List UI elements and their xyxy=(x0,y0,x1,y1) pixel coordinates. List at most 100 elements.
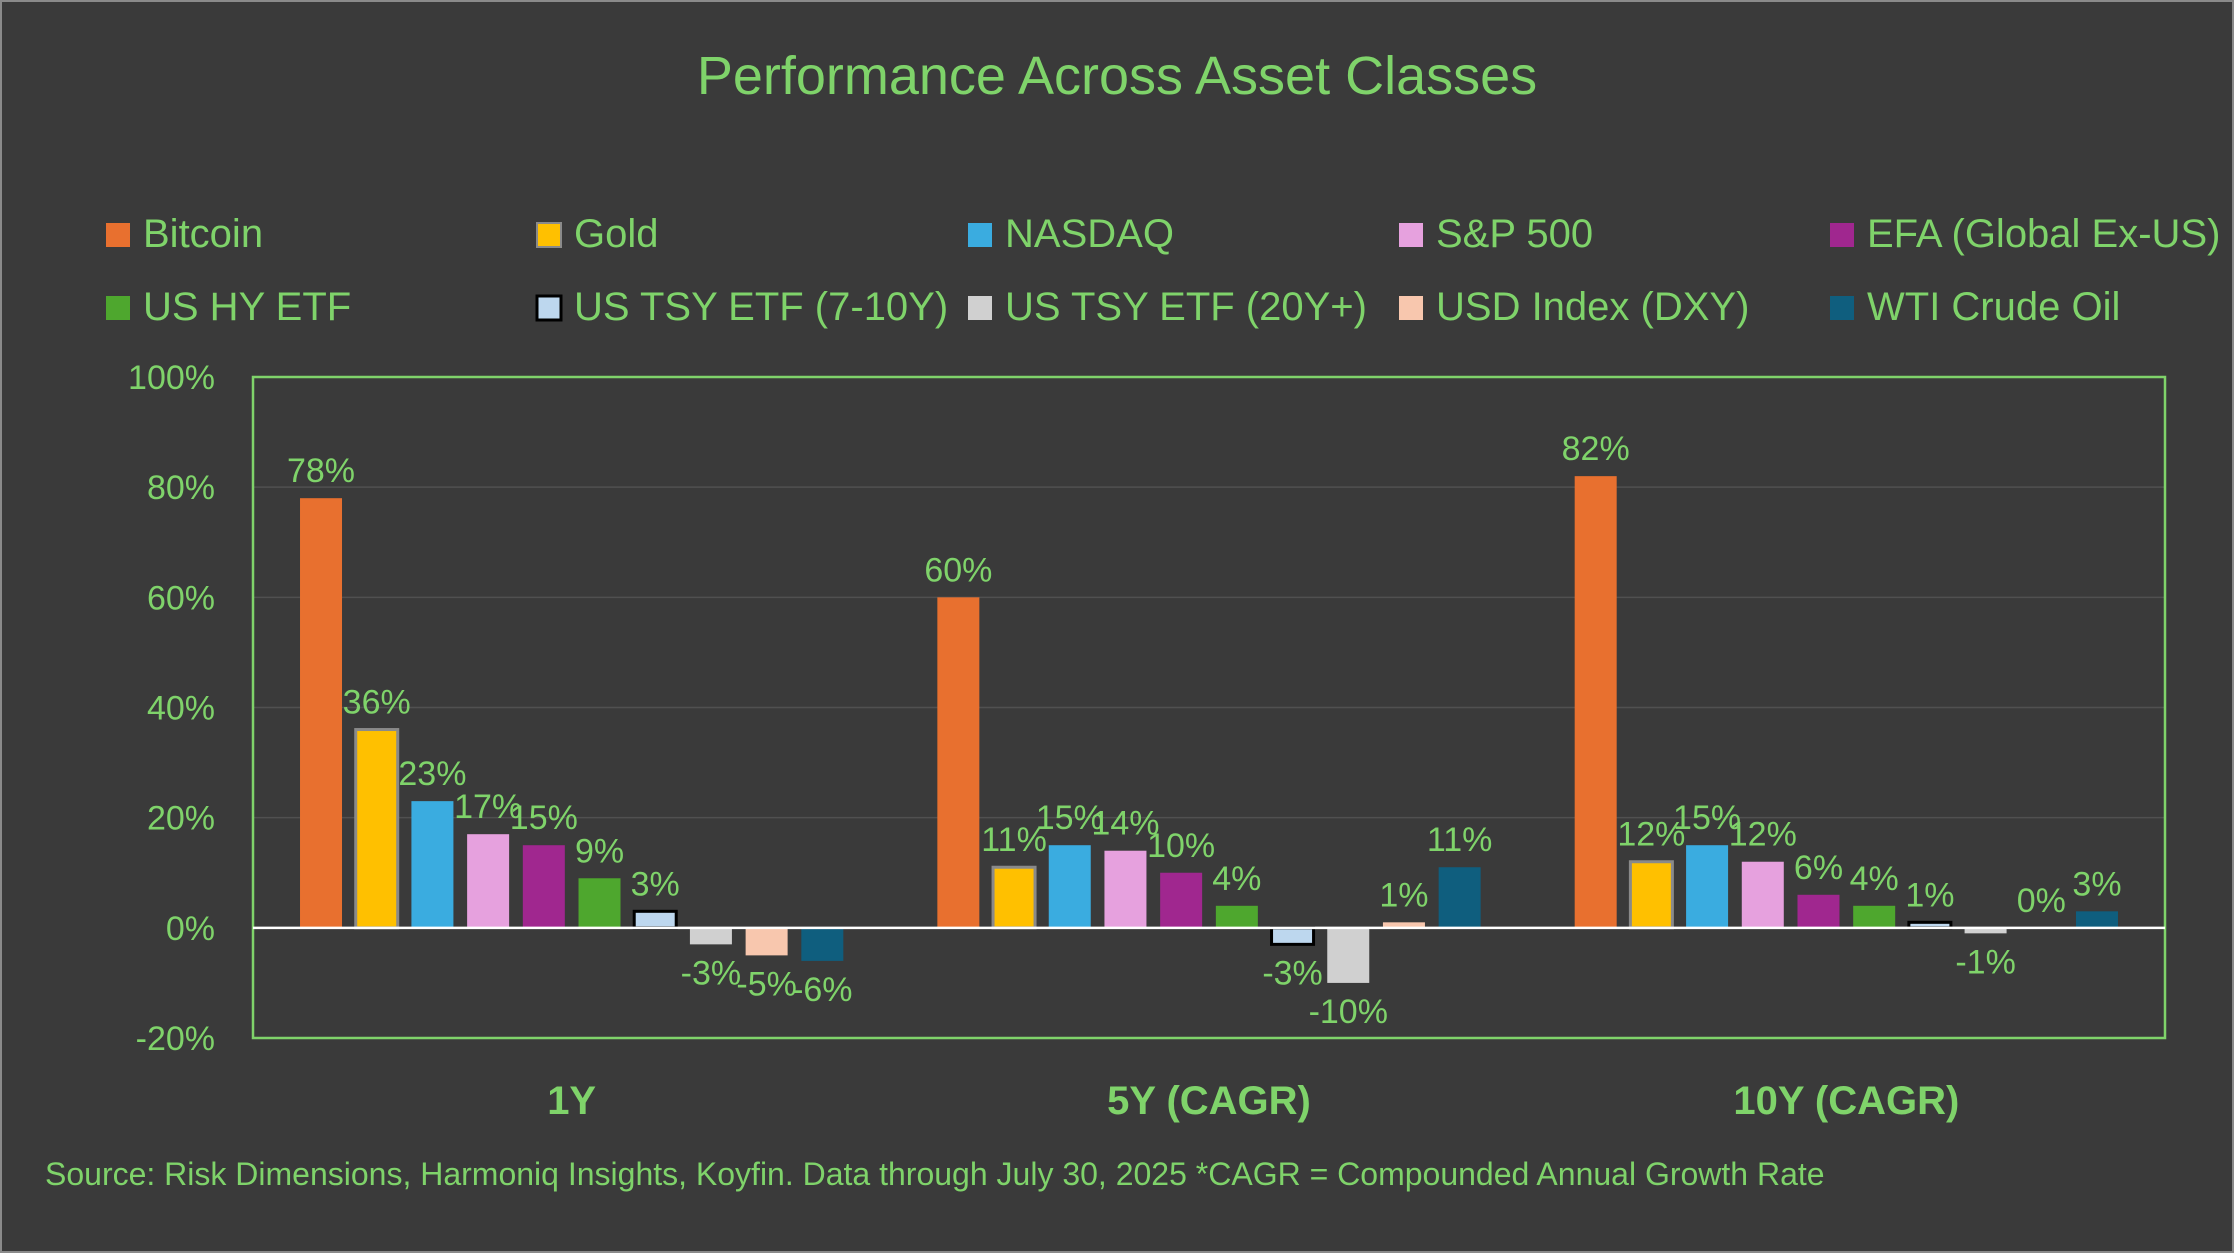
series-4: 15% 10% 6% xyxy=(510,799,1843,928)
data-label: 36% xyxy=(343,684,411,722)
data-label: 1% xyxy=(1379,876,1428,914)
bar xyxy=(1574,476,1617,928)
legend-swatch xyxy=(1399,296,1423,320)
y-tick-label: 100% xyxy=(128,359,215,397)
legend-swatch xyxy=(968,223,992,247)
series-8: -5% 1% 0% xyxy=(736,876,2065,1003)
bar xyxy=(2075,911,2118,928)
bar xyxy=(632,909,678,930)
legend-label: USD Index (DXY) xyxy=(1436,285,1749,329)
legend-label: NASDAQ xyxy=(1005,212,1174,256)
data-label: 4% xyxy=(1850,860,1899,898)
series-7: -3%-10%-1% xyxy=(681,927,2016,1031)
bar xyxy=(689,927,732,945)
y-tick-label: -20% xyxy=(136,1020,215,1058)
bar xyxy=(354,728,400,930)
legend-item: US TSY ETF (20Y+) xyxy=(968,285,1367,329)
bar xyxy=(1104,850,1147,928)
legend-item: WTI Crude Oil xyxy=(1830,285,2120,329)
legend-swatch xyxy=(106,223,130,247)
bar xyxy=(1382,922,1425,928)
bar xyxy=(1686,845,1729,928)
legend-swatch xyxy=(1830,296,1854,320)
data-label: 4% xyxy=(1212,860,1261,898)
y-tick-label: 0% xyxy=(166,910,215,948)
legend-item: Gold xyxy=(536,212,659,256)
legend-swatch xyxy=(106,296,130,320)
legend-item: USD Index (DXY) xyxy=(1399,285,1749,329)
data-label: 12% xyxy=(1729,816,1797,854)
bar xyxy=(1853,905,1896,928)
bar xyxy=(801,927,844,961)
data-label: 15% xyxy=(1036,799,1104,837)
data-label: 78% xyxy=(287,452,355,490)
data-label: 82% xyxy=(1562,430,1630,468)
data-label: 6% xyxy=(1794,849,1843,887)
bar xyxy=(1628,860,1674,930)
legend-label: US HY ETF xyxy=(143,285,351,329)
legend-swatch xyxy=(535,294,563,322)
legend-label: S&P 500 xyxy=(1436,212,1593,256)
data-label: 17% xyxy=(454,788,522,826)
legend-swatch xyxy=(536,222,562,248)
bar xyxy=(467,834,510,928)
bar xyxy=(991,865,1037,930)
series-5: 9% 4% 4% xyxy=(575,832,1899,928)
legend-swatch xyxy=(1830,223,1854,247)
data-label: 1% xyxy=(1905,876,1954,914)
bar xyxy=(1215,905,1258,928)
legend-item: S&P 500 xyxy=(1399,212,1593,256)
bar xyxy=(1327,927,1370,983)
legend-item: US TSY ETF (7-10Y) xyxy=(535,285,948,329)
legend-label: WTI Crude Oil xyxy=(1867,285,2120,329)
bar xyxy=(300,498,343,928)
series-9: -6% 11% 3% xyxy=(792,821,2121,1009)
data-label: -5% xyxy=(736,965,796,1003)
series-2: 23% 15% 15% xyxy=(398,755,1741,928)
legend-swatch xyxy=(1399,223,1423,247)
data-label: 0% xyxy=(2017,882,2066,920)
legend-item: Bitcoin xyxy=(106,212,263,256)
y-tick-label: 60% xyxy=(147,579,215,617)
data-label: -3% xyxy=(681,954,741,992)
data-label: -6% xyxy=(792,971,852,1009)
legend-label: US TSY ETF (20Y+) xyxy=(1005,285,1367,329)
data-label: 9% xyxy=(575,832,624,870)
legend-label: Bitcoin xyxy=(143,212,263,256)
bar xyxy=(1797,894,1840,928)
plot-area: -20% 0% 20% 40% 60% 80% 100% 78% 60% 82% 36% 11% 12%… xyxy=(128,359,2167,1123)
plot-border xyxy=(251,375,2167,1040)
data-label: 10% xyxy=(1147,827,1215,865)
x-category-label: 5Y (CAGR) xyxy=(1107,1079,1311,1123)
y-tick-label: 40% xyxy=(147,690,215,728)
legend-label: Gold xyxy=(574,212,659,256)
data-label: 14% xyxy=(1091,805,1159,843)
series-1: 36% 11% 12% xyxy=(343,684,1685,930)
data-label: 3% xyxy=(2072,865,2121,903)
data-label: 3% xyxy=(631,865,680,903)
legend-item: US HY ETF xyxy=(106,285,351,329)
y-tick-label: 20% xyxy=(147,800,215,838)
bar xyxy=(1160,872,1203,928)
data-label: 60% xyxy=(924,551,992,589)
y-tick-label: 80% xyxy=(147,469,215,507)
data-label: 11% xyxy=(1427,821,1493,859)
series-3: 17% 14% 12% xyxy=(454,788,1797,928)
x-category-label: 1Y xyxy=(547,1079,596,1123)
legend-swatch xyxy=(968,296,992,320)
legend: Bitcoin Gold NASDAQ S&P 500 EFA (Global Ex-U… xyxy=(106,212,2220,329)
data-label: 12% xyxy=(1617,816,1685,854)
bar xyxy=(745,927,788,956)
data-label: 15% xyxy=(1673,799,1741,837)
bar xyxy=(411,801,454,928)
bar xyxy=(578,878,621,928)
chart-title: Performance Across Asset Classes xyxy=(697,46,1537,106)
data-label: -1% xyxy=(1955,943,2015,981)
x-category-label: 10Y (CAGR) xyxy=(1733,1079,1959,1123)
data-label: -3% xyxy=(1262,954,1322,992)
data-label: 15% xyxy=(510,799,578,837)
data-label: 23% xyxy=(398,755,466,793)
bar xyxy=(1270,926,1316,946)
